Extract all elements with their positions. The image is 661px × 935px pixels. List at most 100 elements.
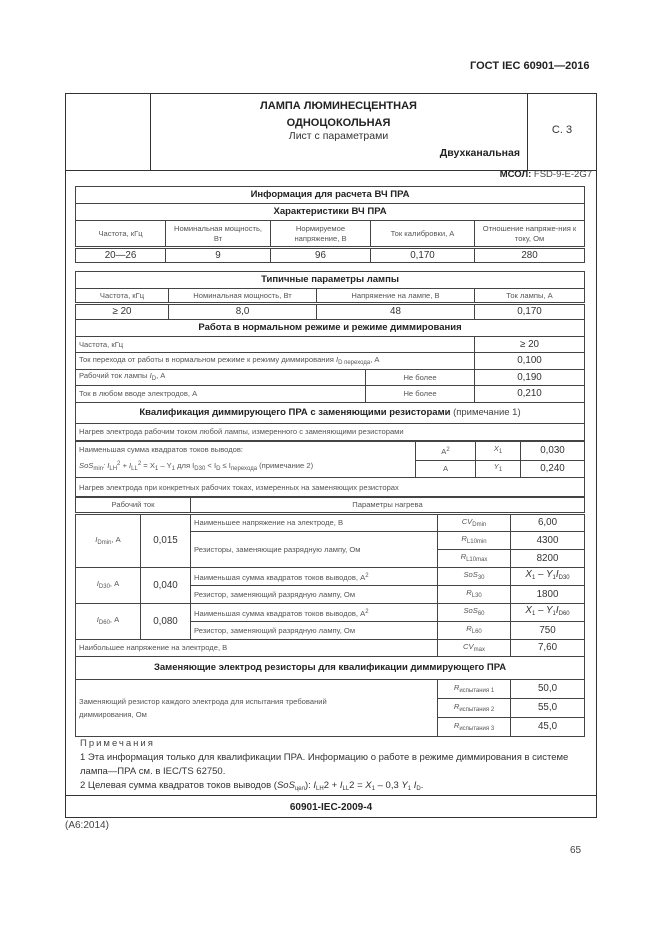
symbol-cell: CVmax — [437, 639, 511, 657]
row-label: Рабочий ток лампы ID, А — [75, 369, 366, 386]
symbol-cell: RL30 — [437, 585, 511, 604]
table-cell: 96 — [270, 247, 371, 263]
table-cell: 48 — [316, 303, 475, 320]
symbol-cell: RL60 — [437, 621, 511, 640]
heating-params-table: Рабочий ток Параметры нагрева IDmin, А 0,… — [74, 496, 586, 737]
msol-value: FSD-9-E-2G7 — [533, 169, 592, 180]
sheet-page: С. 3 — [551, 124, 573, 136]
column-header: Ток калибровки, А — [370, 220, 475, 249]
table-cell: 0,030 — [520, 441, 585, 461]
table-cell: 6,00 — [509, 513, 586, 532]
row-label: Нагрев электрода при конкретных рабочих … — [75, 477, 585, 498]
page-frame — [65, 93, 597, 818]
unit-cell: А2 — [415, 441, 476, 461]
row-label: Резистор, заменяющий разрядную лампу, Ом — [190, 621, 438, 640]
limit-cell: Не более — [365, 385, 475, 403]
column-header: Рабочий ток — [75, 496, 191, 515]
table-cell: 7,60 — [509, 639, 586, 657]
notes-title: Примечания — [80, 738, 155, 749]
column-header: Частота, кГц — [75, 288, 169, 305]
amendment: (A6:2014) — [65, 820, 109, 831]
symbol-cell: SoS60 — [437, 603, 511, 622]
symbol-cell: Y1 — [475, 459, 521, 478]
table-cell: 0,170 — [473, 303, 586, 320]
table-cell: 20—26 — [75, 247, 166, 263]
current-value: 0,080 — [140, 603, 191, 640]
unit-cell: А — [415, 459, 476, 478]
symbol-cell: Rиспытания 1 — [437, 679, 511, 699]
channel-type: Двухканальная — [439, 147, 520, 159]
title-line-1: ЛАМПА ЛЮМИНЕСЦЕНТНАЯ — [260, 100, 417, 112]
column-header: Нормируемое напряжение, В — [270, 220, 371, 249]
title-line-2: ОДНОЦОКОЛЬНАЯ — [286, 117, 391, 129]
table-cell: ≥ 20 — [75, 303, 169, 320]
row-label: Нагрев электрода рабочим током любой лам… — [74, 423, 586, 441]
typical-params-table: Типичные параметры лампы Частота, кГц Но… — [74, 271, 586, 441]
table-cell: 0,100 — [473, 352, 586, 370]
column-header: Частота, кГц — [75, 220, 166, 249]
symbol-cell: RL10max — [437, 549, 511, 568]
sheet-code: 60901-IEC-2009-4 — [65, 795, 597, 813]
row-label: Ток перехода от работы в нормальном режи… — [75, 352, 475, 370]
row-label: Ток в любом вводе электродов, А — [75, 385, 366, 403]
table-cell: 4300 — [509, 531, 586, 550]
current-value: 0,015 — [140, 513, 191, 568]
row-label: Наибольшее напряжение на электроде, В — [75, 639, 438, 657]
sos-min-table: Наименьшая сумма квадратов токов выводов… — [75, 441, 585, 498]
row-label: Резистор, заменяющий разрядную лампу, Ом — [190, 585, 438, 604]
table-cell: 280 — [473, 247, 586, 263]
table-cell: 0,170 — [370, 247, 475, 263]
column-header: Отношение напряже-ния к току, Ом — [473, 220, 586, 249]
sos-min-label: Наименьшая сумма квадратов токов выводов… — [75, 441, 416, 478]
table-subtitle: Характеристики ВЧ ПРА — [74, 203, 586, 221]
msol-label: МСОЛ: — [499, 169, 532, 180]
symbol-cell: CVDmin — [437, 513, 511, 532]
limit-cell: Не более — [365, 369, 475, 386]
hf-ballast-table: Информация для расчета ВЧ ПРА Характерис… — [74, 186, 586, 263]
symbol-cell: Rиспытания 2 — [437, 698, 511, 718]
column-header: Напряжение на лампе, В — [316, 288, 475, 305]
symbol-cell: X1 — [475, 441, 521, 461]
current-label: ID30, А — [75, 567, 141, 604]
sheet-title: ЛАМПА ЛЮМИНЕСЦЕНТНАЯ ОДНОЦОКОЛЬНАЯ — [150, 98, 527, 132]
note-1: 1 Эта информация только для квалификации… — [80, 752, 569, 777]
column-header: Номинальная мощность, Вт — [168, 288, 317, 305]
column-header: Параметры нагрева — [189, 496, 586, 515]
table-cell: X1 – Y1ID60 — [509, 603, 586, 622]
current-value: 0,040 — [140, 567, 191, 604]
table-cell: X1 – Y1ID30 — [509, 567, 586, 586]
symbol-cell: SoS30 — [437, 567, 511, 586]
table-cell: 45,0 — [509, 717, 586, 737]
column-header: Номинальная мощность, Вт — [165, 220, 271, 249]
table-cell: 8,0 — [168, 303, 317, 320]
table-cell: 50,0 — [509, 679, 586, 699]
page-number: 65 — [570, 845, 582, 856]
table-title: Информация для расчета ВЧ ПРА — [74, 186, 586, 204]
section-title: Заменяющие электрод резисторы для квалиф… — [74, 656, 586, 680]
symbol-cell: Rиспытания 3 — [437, 717, 511, 737]
document-number: ГОСТ IEC 60901—2016 — [470, 60, 590, 72]
table-cell: 0,210 — [473, 385, 586, 403]
current-label: IDmin, А — [75, 513, 141, 568]
table-title: Типичные параметры лампы — [74, 271, 586, 289]
column-header: Ток лампы, А — [473, 288, 586, 305]
table-cell: 0,190 — [473, 369, 586, 386]
sheet-subtitle: Лист с параметрами — [288, 130, 389, 142]
table-cell: 0,240 — [520, 459, 585, 478]
section-title: Работа в нормальном режиме и режиме димм… — [74, 319, 586, 337]
table-cell: 55,0 — [509, 698, 586, 718]
table-cell: 1800 — [509, 585, 586, 604]
symbol-cell: RL10min — [437, 531, 511, 550]
section-title: Квалификация диммирующего ПРА с заменяющ… — [74, 402, 586, 424]
row-label: Резисторы, заменяющие разрядную лампу, О… — [190, 531, 438, 568]
row-label: Наименьшее напряжение на электроде, В — [190, 513, 438, 532]
row-label: Частота, кГц — [75, 336, 475, 353]
table-cell: 750 — [509, 621, 586, 640]
notes: Примечания 1 Эта информация только для к… — [80, 737, 590, 796]
table-cell: 8200 — [509, 549, 586, 568]
current-label: ID60, А — [75, 603, 141, 640]
row-label: Наименьшая сумма квадратов токов выводов… — [190, 603, 438, 622]
table-cell: ≥ 20 — [473, 336, 586, 353]
table-cell: 9 — [165, 247, 271, 263]
note-2: 2 Целевая сумма квадратов токов выводов … — [80, 780, 424, 792]
